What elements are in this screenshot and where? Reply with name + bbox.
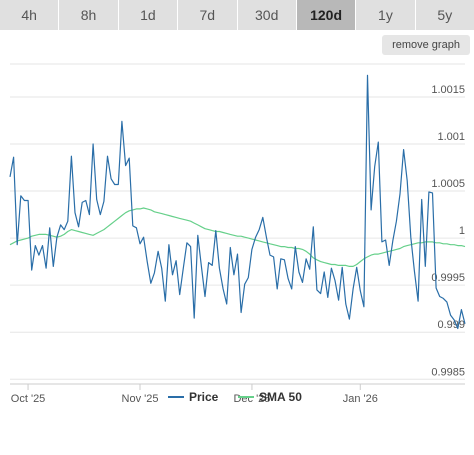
tab-7d[interactable]: 7d — [178, 0, 238, 30]
remove-graph-button[interactable]: remove graph — [382, 35, 470, 55]
x-tick-label: Oct '25 — [11, 393, 46, 405]
y-tick-label: 0.9995 — [431, 272, 465, 284]
y-tick-label: 1.0015 — [431, 84, 465, 96]
y-tick-label: 0.9985 — [431, 366, 465, 378]
tab-120d[interactable]: 120d — [296, 0, 357, 30]
tab-1d[interactable]: 1d — [119, 0, 179, 30]
legend-price-label: Price — [189, 390, 219, 404]
tab-30d[interactable]: 30d — [238, 0, 297, 30]
y-tick-label: 0.999 — [437, 319, 465, 331]
y-tick-label: 1.001 — [437, 131, 465, 143]
price-series-line — [9, 74, 466, 330]
tab-4h[interactable]: 4h — [0, 0, 60, 30]
y-tick-label: 1 — [459, 225, 465, 237]
legend-sma-50-label: SMA 50 — [259, 390, 302, 404]
x-tick-label: Nov '25 — [122, 393, 159, 405]
sma-50-series-line — [9, 207, 466, 267]
tab-1y[interactable]: 1y — [356, 0, 416, 30]
x-tick-label: Jan '26 — [343, 393, 378, 405]
timeframe-tabs: 4h 8h 1d 7d 30d 120d 1y 5y — [0, 0, 474, 30]
y-tick-label: 1.0005 — [431, 178, 465, 190]
tab-8h[interactable]: 8h — [59, 0, 119, 30]
tab-5y[interactable]: 5y — [437, 7, 453, 23]
